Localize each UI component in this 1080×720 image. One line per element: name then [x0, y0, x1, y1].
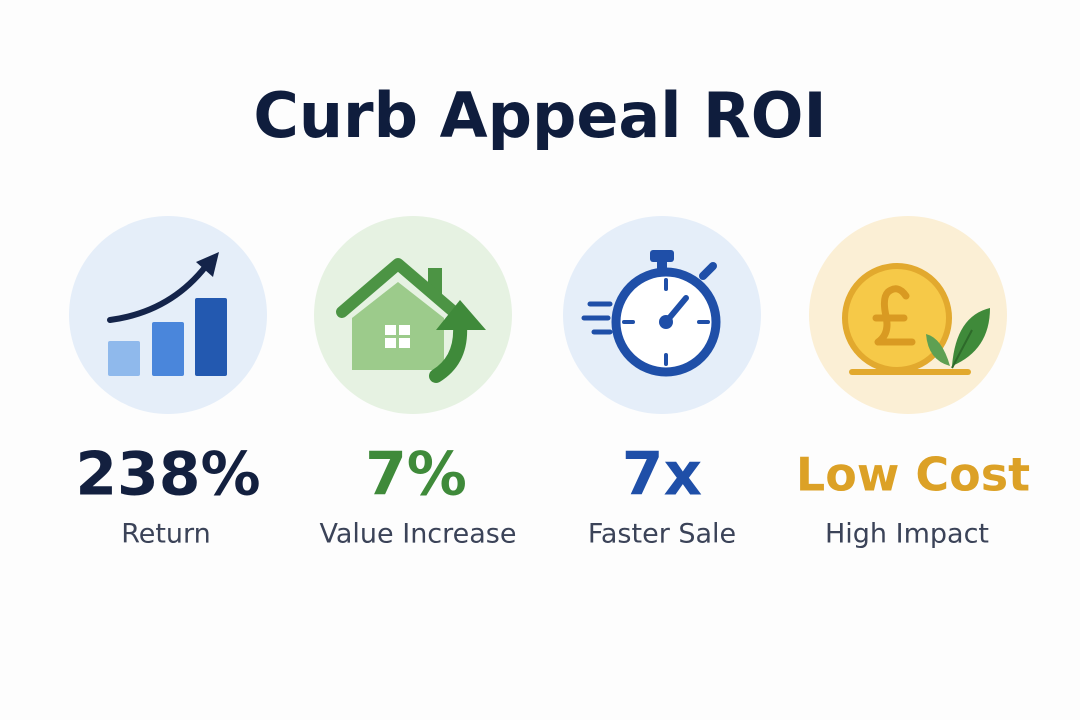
return-icon	[69, 216, 267, 414]
stat-value: 7x	[622, 440, 702, 510]
title: Curb Appeal ROI	[253, 79, 826, 152]
cost-icon	[809, 216, 1007, 414]
value-icon	[314, 216, 512, 414]
stat-label: Return	[121, 519, 211, 550]
stat-label: High Impact	[825, 519, 989, 550]
stat-label: Faster Sale	[588, 519, 736, 550]
stat-value: 238%	[75, 440, 260, 510]
speed-icon	[563, 216, 761, 414]
stat-label: Value Increase	[320, 519, 517, 550]
stat-value: 7%	[365, 440, 467, 510]
stat-value: Low Cost	[796, 448, 1030, 502]
